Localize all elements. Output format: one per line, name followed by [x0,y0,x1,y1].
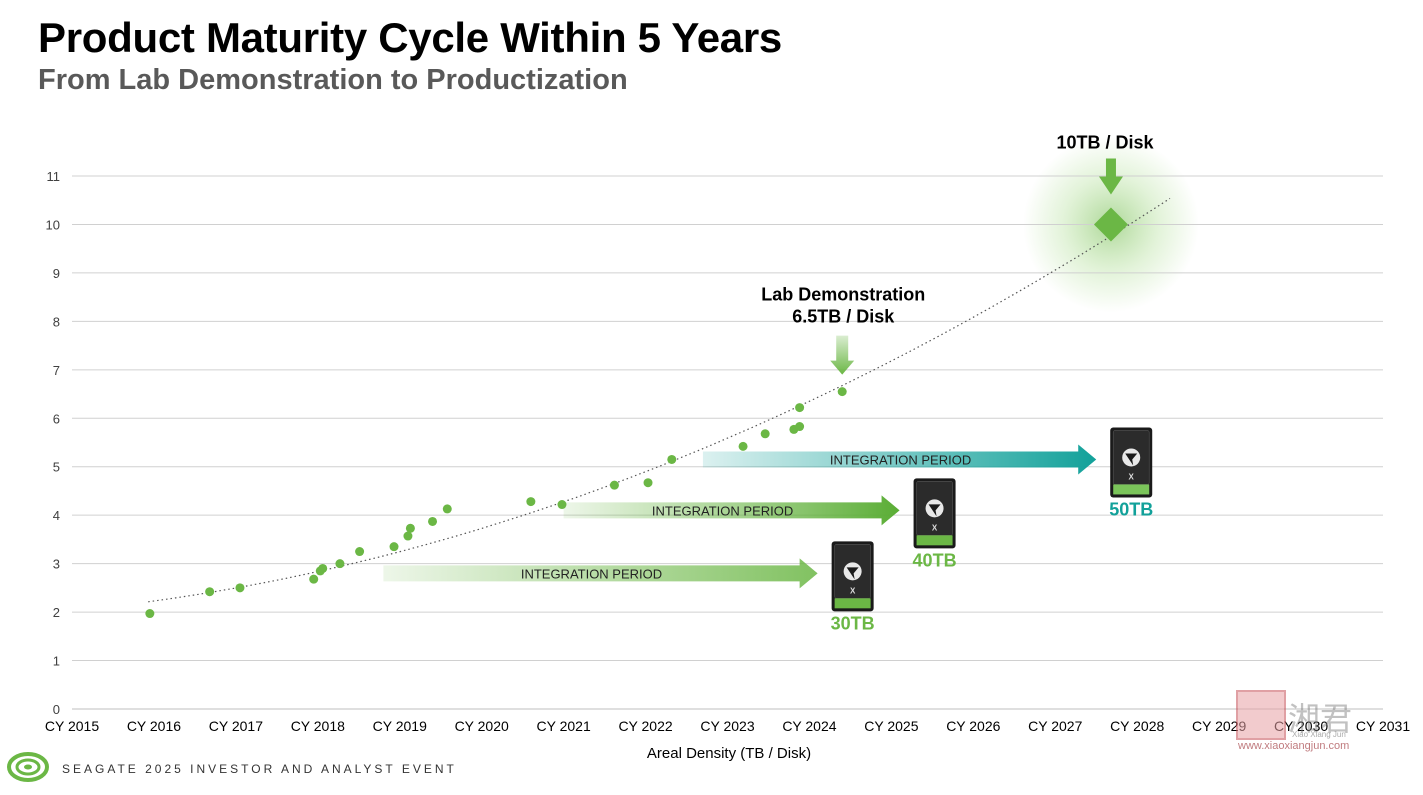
data-point [442,504,452,514]
product-capacity-label: 50TB [1109,499,1153,519]
drive-logo [928,504,941,517]
lab-demo-sublabel: 6.5TB / Disk [792,307,895,327]
data-point [335,559,345,569]
x-tick-label: CY 2030 [1274,718,1328,734]
lab-demo-label: Lab Demonstration [761,285,925,305]
highlight-diamond [1093,207,1128,242]
data-point [389,542,399,552]
data-point [318,563,328,573]
data-point [760,429,770,439]
watermark-chars: 湘君 [1288,700,1353,738]
watermark-small-text: Xiao Xiang Jun [1292,730,1346,739]
drive-stripe [1113,484,1150,495]
data-point [643,478,653,488]
data-point [403,531,413,541]
integration-period-arrow [702,444,1097,475]
footer-event-text: SEAGATE 2025 INVESTOR AND ANALYST EVENT [62,762,457,776]
integration-period-label: INTEGRATION PERIOD [652,503,793,518]
watermark-url: www.xiaoxiangjun.com [1238,740,1350,752]
integration-period-label: INTEGRATION PERIOD [521,566,662,581]
page-title: Product Maturity Cycle Within 5 Years [38,14,782,61]
x-tick-label: CY 2029 [1192,718,1246,734]
drive-stripe [916,535,953,546]
integration-period-arrow [383,558,818,589]
data-point [837,387,847,397]
x-tick-label: CY 2015 [45,718,99,734]
data-point [405,523,415,533]
y-tick-label: 1 [53,654,60,669]
y-tick-label: 2 [53,605,60,620]
product-capacity-label: 40TB [913,550,957,570]
y-tick-label: 0 [53,702,60,717]
hard-drive-icon: X [913,478,956,549]
drive-model-mark: X [932,523,938,532]
x-tick-label: CY 2021 [537,718,591,734]
x-tick-label: CY 2022 [618,718,672,734]
x-tick-label: CY 2023 [700,718,754,734]
integration-period-arrow [563,495,900,526]
integration-period-label: INTEGRATION PERIOD [830,452,971,467]
x-tick-label: CY 2024 [782,718,836,734]
data-point [235,583,245,593]
data-point [609,480,619,490]
x-tick-label: CY 2017 [209,718,263,734]
y-tick-label: 5 [53,460,60,475]
highlight-down-arrow [1098,158,1123,195]
data-point [667,454,677,464]
data-point [355,547,365,557]
trendline [148,197,1171,603]
data-point [738,441,748,451]
highlight-label: 10TB / Disk [1056,132,1154,152]
x-tick-label: CY 2026 [946,718,1000,734]
hard-drive-icon: X [1110,427,1153,498]
data-point [795,422,805,432]
x-tick-label: CY 2020 [455,718,509,734]
x-tick-label: CY 2025 [864,718,918,734]
drive-logo [846,567,859,580]
watermark-seal [1236,690,1286,740]
y-tick-label: 11 [47,169,61,184]
drive-model-mark: X [1129,472,1135,481]
x-tick-label: CY 2031 [1356,718,1410,734]
y-tick-label: 3 [53,557,60,572]
lab-demo-down-arrow [830,335,855,375]
drive-logo [1125,453,1138,466]
data-point [557,500,567,510]
seagate-swirl-icon [6,750,50,789]
x-tick-label: CY 2028 [1110,718,1164,734]
data-point [526,497,536,507]
y-tick-label: 4 [53,508,60,523]
data-point [145,609,155,619]
product-capacity-label: 30TB [831,613,875,633]
data-point [428,516,438,526]
y-tick-label: 7 [53,363,60,378]
drive-model-mark: X [850,586,856,595]
data-point [309,574,319,584]
drive-stripe [834,598,871,609]
hard-drive-icon: X [831,541,874,612]
y-tick-label: 9 [53,266,60,281]
x-tick-label: CY 2019 [373,718,427,734]
y-tick-label: 10 [46,217,60,232]
x-axis-label: Areal Density (TB / Disk) [647,745,811,762]
x-tick-label: CY 2018 [291,718,345,734]
data-point [795,403,805,413]
y-tick-label: 6 [53,411,60,426]
x-tick-label: CY 2027 [1028,718,1082,734]
page-subtitle: From Lab Demonstration to Productization [38,64,628,96]
x-tick-label: CY 2016 [127,718,181,734]
y-tick-label: 8 [53,314,60,329]
data-point [205,587,215,597]
